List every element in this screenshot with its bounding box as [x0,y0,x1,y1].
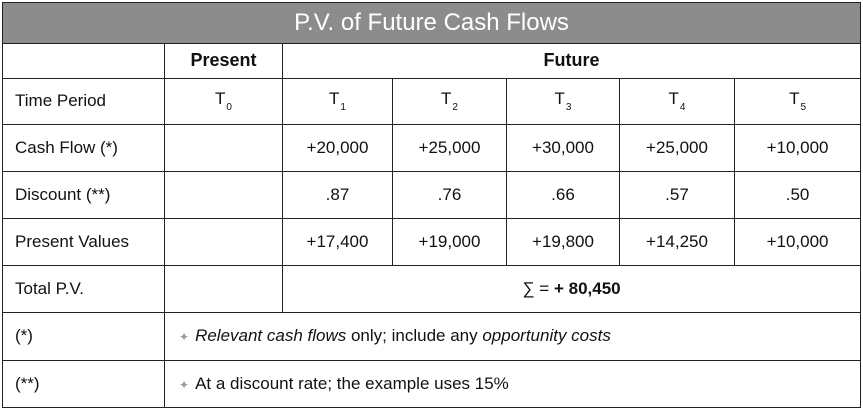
present-values-label: Present Values [2,217,165,266]
period-subscript: 2 [452,102,458,114]
period-letter: T [668,89,679,109]
table-title: P.V. of Future Cash Flows [1,1,862,45]
discount-present-cell [164,171,283,219]
header-row: Present Future [2,43,862,79]
period-subscript: 3 [565,102,572,114]
total-label: Total P.V. [2,264,165,314]
diamond-bullet-icon: ✦ [179,330,190,345]
present-value-t3: +19,800 [506,217,620,266]
period-t0: T0 [164,77,283,125]
total-row: Total P.V. ∑ = + 80,450 [2,264,862,314]
period-letter: T [554,89,565,109]
note-plain-text: only; include any [346,326,483,346]
header-empty-cell [2,43,165,79]
present-value-t5: +10,000 [733,217,862,266]
present-value-t4: +14,250 [619,217,735,266]
note-text: ✦ At a discount rate; the example uses 15… [163,359,862,409]
period-letter: T [441,89,452,109]
period-letter: T [329,89,340,109]
cash-flow-t2: +25,000 [392,123,507,173]
total-value: + 80,450 [553,279,621,299]
present-values-row: Present Values +17,400 +19,000 +19,800 +… [2,217,862,266]
period-subscript: 1 [340,102,346,114]
period-t4: T4 [619,77,735,125]
note-row-2: (**) ✦ At a discount rate; the example us… [2,359,862,409]
period-subscript: 4 [679,102,686,114]
total-present-cell [164,264,283,314]
time-period-label: Time Period [2,77,165,125]
time-period-row: Time Period T0 T1 T2 T3 T4 T5 [2,77,862,125]
discount-t4: .57 [619,171,735,219]
discount-t2: .76 [392,171,507,219]
note-marker: (*) [2,312,165,361]
note-row-1: (*) ✦ Relevant cash flows only; include a… [2,312,862,361]
sigma-symbol: ∑ = [522,279,550,299]
total-value-cell: ∑ = + 80,450 [281,264,862,314]
cash-flow-label: Cash Flow (*) [2,123,165,173]
period-subscript: 0 [226,102,232,114]
period-subscript: 5 [800,102,807,114]
present-value-t1: +17,400 [282,217,393,266]
note-marker: (**) [2,359,165,409]
period-letter: T [215,89,226,109]
present-header: Present [164,43,283,79]
cash-flow-row: Cash Flow (*) +20,000 +25,000 +30,000 +2… [2,123,862,173]
cash-flow-t1: +20,000 [282,123,393,173]
present-values-present-cell [164,217,283,266]
discount-t3: .66 [506,171,620,219]
period-t2: T2 [392,77,507,125]
discount-label: Discount (**) [2,171,165,219]
period-t5: T5 [733,77,862,125]
discount-t5: .50 [733,171,862,219]
cash-flow-t4: +25,000 [619,123,735,173]
note-text: ✦ Relevant cash flows only; include any o… [163,312,862,361]
present-value-t2: +19,000 [392,217,507,266]
note-plain-text: At a discount rate; the example uses 15% [195,373,509,393]
period-t1: T1 [282,77,393,125]
cash-flow-present-cell [164,123,283,173]
cash-flow-t3: +30,000 [506,123,620,173]
note-italic-text: Relevant cash flows [195,326,347,346]
period-t3: T3 [506,77,620,125]
note-italic-text: opportunity costs [482,326,611,346]
future-header: Future [281,43,862,79]
cash-flow-t5: +10,000 [733,123,862,173]
title-row: P.V. of Future Cash Flows [1,1,862,45]
diamond-bullet-icon: ✦ [179,377,190,392]
discount-row: Discount (**) .87 .76 .66 .57 .50 [2,171,862,219]
period-letter: T [789,89,800,109]
discount-t1: .87 [282,171,393,219]
